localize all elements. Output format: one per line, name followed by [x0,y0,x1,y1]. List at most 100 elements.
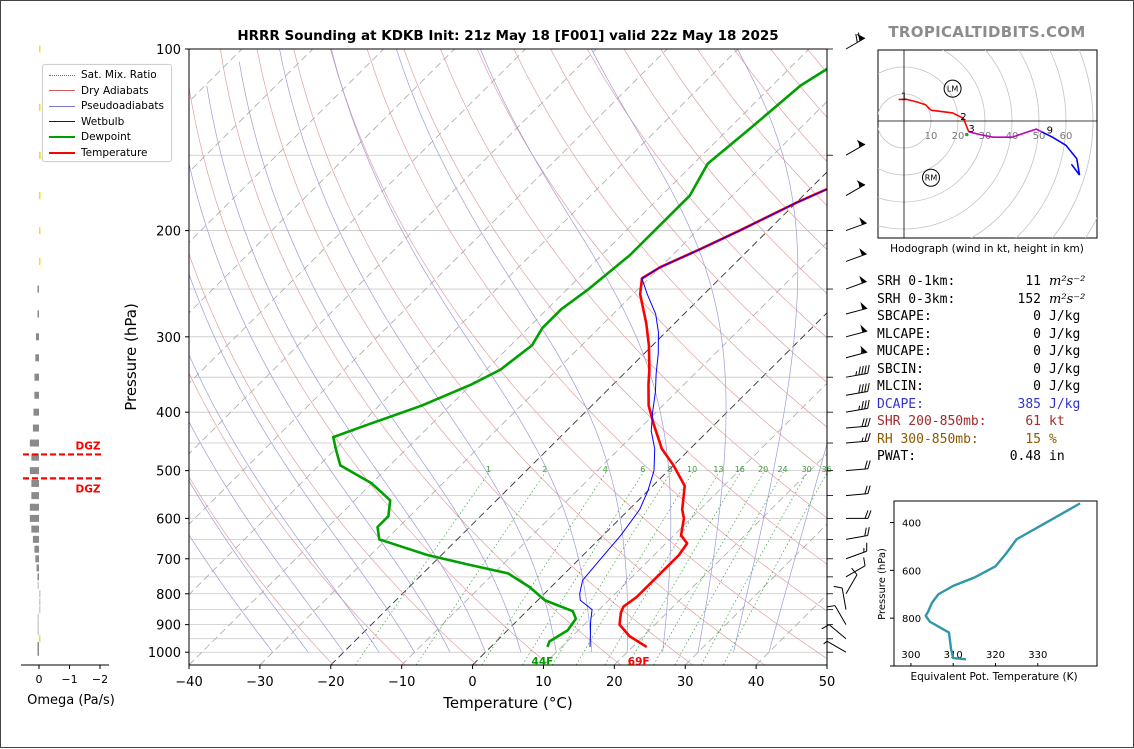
index-value: 15 [1025,431,1041,447]
wind-barb-pennant [859,217,867,225]
pseudoadiabat [206,85,486,653]
index-unit: kt [1049,414,1065,429]
wind-barb [845,217,867,232]
wind-barb [845,301,868,315]
isotherm-line [189,49,384,243]
isotherm-line [189,49,597,455]
mixing-ratio-label: 4 [603,465,608,474]
x-tick-label: −10 [388,675,415,690]
theta-e-y-tick-label: 800 [902,614,921,625]
skew-t-ylabel: Pressure (hPa) [122,303,140,411]
dgz-label: DGZ [76,440,101,452]
legend-label: Dewpoint [81,131,131,144]
omega-bar [37,613,39,621]
dry-adiabat [513,49,827,428]
pseudoadiabat [189,480,309,653]
hodograph-ring-label: 50 [1033,131,1046,142]
wind-barb-flag [858,366,861,376]
index-row: MUCAPE: 0 J/kg [877,343,1107,361]
dry-adiabat [476,49,827,473]
wind-barb-flag [861,383,864,393]
y-tick-label: 900 [156,619,181,634]
index-row: PWAT: 0.48 in [877,448,1107,466]
wind-barb-flag [861,418,865,427]
wind-barb-staff [845,574,858,595]
index-name: SRH 0-1km: [877,274,956,289]
index-unit: J/kg [1049,379,1081,394]
index-name: MUCAPE: [877,344,932,359]
legend-item: Sat. Mix. Ratio [49,68,157,82]
wind-barb-flag [867,510,872,519]
isotherm-line [189,49,455,314]
wind-barb [821,624,847,640]
wind-barb-pennant [856,139,866,147]
wind-barb-flag [867,417,871,427]
mixing-ratio-label: 16 [735,465,745,474]
hodograph-height-label: 2 [960,112,966,123]
theta-e-x-tick-label: 330 [1028,650,1047,661]
index-name: MLCAPE: [877,326,932,342]
omega-bar [31,479,39,487]
hodograph-trace [968,128,1043,138]
lm-marker [943,79,962,98]
legend-label: Temperature [81,147,148,159]
omega-bar [39,635,41,643]
omega-bar [29,514,39,522]
isotherm-line [614,453,827,665]
mixing-ratio-line [551,470,673,665]
omega-bar [29,439,39,447]
pseudoadiabat [189,421,344,653]
pseudoadiabat [330,49,593,653]
rm-label: RM [925,174,938,183]
index-value: 152 [1017,291,1041,307]
wind-barb [845,382,870,396]
index-value: 0 [1033,344,1041,359]
index-value: 0 [1033,326,1041,342]
index-unit: J/kg [1049,326,1081,342]
index-row: SHR 200-850mb: 61 kt [877,413,1107,431]
pseudoadiabat [480,49,672,653]
omega-bar [34,545,39,553]
omega-bar [32,424,39,432]
hodograph-trace [898,98,932,111]
x-tick-label: 20 [606,675,623,690]
wind-barb-flag [864,400,867,409]
hodograph-trace [1041,131,1081,176]
wind-barb-staff [845,281,867,290]
hodograph-frame [877,49,1098,239]
wind-barb-staff [845,550,867,560]
index-value: 0 [1033,379,1041,394]
index-name: SRH 0-3km: [877,291,956,307]
wind-barb-flag [867,382,870,392]
wind-barb-half-flag [855,371,858,376]
wind-barb-flag [864,433,868,442]
wind-barb [845,324,868,338]
omega-bar [39,590,41,598]
omega-bar [37,285,39,293]
index-row: MLCIN: 0 J/kg [877,378,1107,396]
wind-barb-staff [828,624,847,640]
y-tick-label: 1000 [148,646,181,661]
wind-barb-flag [821,624,830,630]
wind-barb-flag [851,567,858,576]
omega-bar [39,151,41,159]
wind-barb-flag [867,364,870,374]
wind-barb-pennant [856,180,866,188]
wind-barb-half-flag [858,405,861,411]
index-name: DCAPE: [877,396,924,412]
omega-bar [35,354,39,362]
dgz-label: DGZ [76,483,101,495]
wind-barb-half-flag [858,183,861,188]
x-tick-label: −30 [246,675,273,690]
x-tick-label: 30 [677,675,694,690]
dry-adiabat [586,49,827,339]
x-tick-label: 50 [819,675,836,690]
wind-barb-flag [867,485,871,494]
legend-label: Dry Adiabats [81,84,149,97]
pseudoadiabat [768,442,827,653]
wind-barb [845,417,871,429]
mixing-ratio-line [674,470,785,665]
mixing-ratio-line [354,470,491,665]
index-row: SRH 0-3km: 152 m²s⁻² [877,291,1107,309]
